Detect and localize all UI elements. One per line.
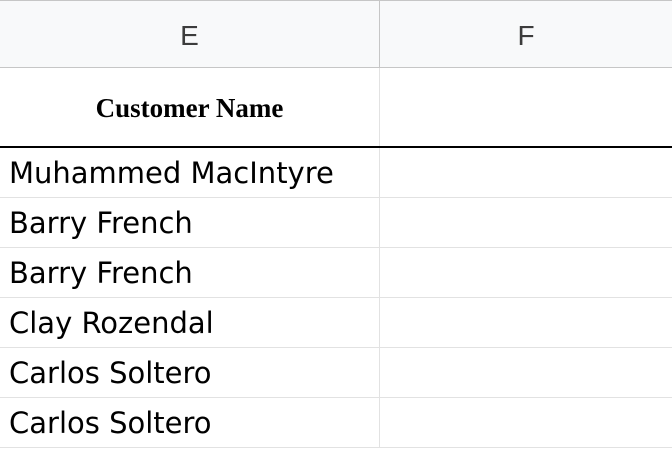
cell-e[interactable]: Clay Rozendal — [0, 298, 380, 347]
table-row: Barry French — [0, 198, 672, 248]
table-row: Muhammed MacIntyre — [0, 148, 672, 198]
customer-name-header: Customer Name — [95, 93, 284, 123]
column-header-f[interactable]: F — [517, 20, 535, 51]
cell-f[interactable] — [380, 298, 672, 347]
cell-f[interactable] — [380, 198, 672, 247]
cell-e[interactable]: Carlos Soltero — [0, 398, 380, 447]
customer-name-value: Barry French — [9, 206, 193, 240]
table-row: Carlos Soltero — [0, 398, 672, 448]
customer-name-value: Muhammed MacIntyre — [9, 156, 334, 190]
cell-f-header[interactable] — [380, 68, 672, 146]
cell-f[interactable] — [380, 248, 672, 297]
cell-e[interactable]: Carlos Soltero — [0, 348, 380, 397]
table-row: Clay Rozendal — [0, 298, 672, 348]
cell-e[interactable]: Barry French — [0, 198, 380, 247]
column-header-bar: E F — [0, 0, 672, 68]
table-row: Carlos Soltero — [0, 348, 672, 398]
cell-f[interactable] — [380, 348, 672, 397]
cell-f[interactable] — [380, 148, 672, 197]
cell-e[interactable]: Barry French — [0, 248, 380, 297]
column-header-e[interactable]: E — [0, 1, 380, 68]
customer-name-value: Carlos Soltero — [9, 406, 212, 440]
customer-name-value: Barry French — [9, 256, 193, 290]
table-header-row: Customer Name — [0, 68, 672, 148]
customer-name-value: Clay Rozendal — [9, 306, 214, 340]
cell-f[interactable] — [380, 398, 672, 447]
table-row: Barry French — [0, 248, 672, 298]
customer-name-value: Carlos Soltero — [9, 356, 212, 390]
cell-e-header[interactable]: Customer Name — [0, 68, 380, 146]
cell-e[interactable]: Muhammed MacIntyre — [0, 148, 380, 197]
